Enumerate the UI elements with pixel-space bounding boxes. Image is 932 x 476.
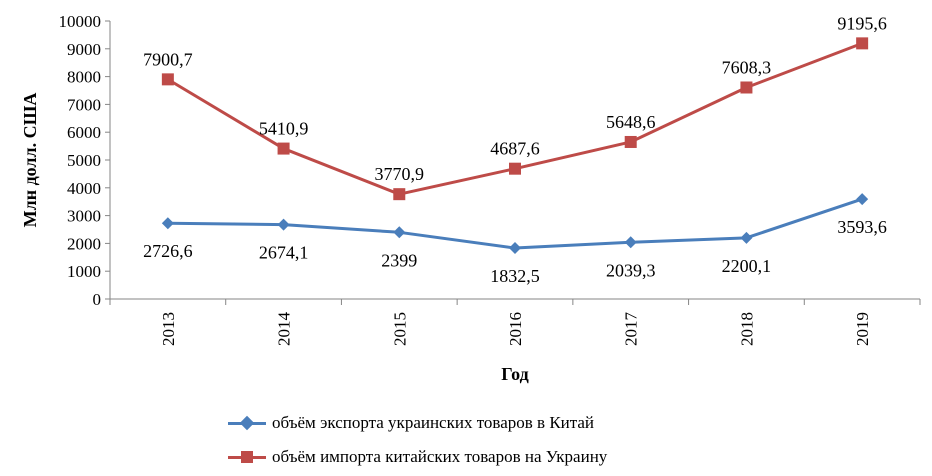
axes bbox=[105, 20, 921, 305]
legend: объём экспорта украинских товаров в Кита… bbox=[228, 406, 607, 474]
x-tick-label: 2018 bbox=[737, 312, 756, 346]
data-label: 7608,3 bbox=[722, 57, 772, 77]
data-labels: 2726,6 2674,1 2399 1832,5 2039,3 2200,1 3593,6… bbox=[143, 13, 887, 286]
data-point-square bbox=[393, 188, 406, 201]
data-point-square bbox=[740, 81, 753, 94]
x-axis-title: Год bbox=[501, 364, 528, 384]
y-tick-label: 3000 bbox=[67, 207, 101, 226]
x-tick-labels: 2013 2014 2015 2016 2017 2018 2019 bbox=[159, 312, 872, 347]
series-group bbox=[161, 37, 869, 255]
diamond-marker-icon bbox=[239, 415, 255, 431]
data-label: 2399 bbox=[381, 250, 417, 270]
x-tick-label: 2015 bbox=[390, 312, 409, 346]
data-point-diamond bbox=[624, 236, 637, 249]
x-tick-label: 2014 bbox=[275, 312, 294, 347]
data-point-diamond bbox=[393, 226, 406, 239]
data-label: 5410,9 bbox=[259, 119, 309, 139]
x-tick-label: 2013 bbox=[159, 312, 178, 346]
data-point-square bbox=[856, 37, 869, 50]
y-axis-title: Млн долл. США bbox=[20, 93, 40, 228]
y-tick-label: 10000 bbox=[59, 12, 102, 31]
data-label: 9195,6 bbox=[837, 13, 887, 33]
y-tick-label: 9000 bbox=[67, 40, 101, 59]
y-tick-label: 0 bbox=[93, 290, 102, 309]
x-tick-label: 2017 bbox=[622, 312, 641, 347]
y-tick-label: 6000 bbox=[67, 123, 101, 142]
y-tick-label: 8000 bbox=[67, 68, 101, 87]
data-point-diamond bbox=[856, 193, 869, 206]
x-tick-label: 2016 bbox=[506, 312, 525, 346]
data-label: 2726,6 bbox=[143, 241, 193, 261]
y-tick-label: 5000 bbox=[67, 151, 101, 170]
data-label: 2200,1 bbox=[722, 256, 772, 276]
legend-swatch-export bbox=[228, 415, 266, 431]
data-point-square bbox=[509, 162, 521, 175]
x-tick-label: 2019 bbox=[853, 312, 872, 346]
data-label: 3770,9 bbox=[375, 164, 425, 184]
data-point-diamond bbox=[161, 217, 174, 230]
data-point-square bbox=[161, 73, 174, 86]
data-label: 3593,6 bbox=[837, 217, 887, 237]
data-point-square bbox=[624, 135, 637, 148]
legend-label-export: объём экспорта украинских товаров в Кита… bbox=[272, 413, 595, 432]
data-point-diamond bbox=[740, 231, 753, 244]
data-label: 5648,6 bbox=[606, 112, 656, 132]
legend-item-import: объём импорта китайских товаров на Украи… bbox=[228, 440, 607, 474]
y-tick-label: 1000 bbox=[67, 262, 101, 281]
data-label: 2039,3 bbox=[606, 260, 656, 280]
series-line-1 bbox=[167, 197, 863, 250]
data-label: 4687,6 bbox=[490, 139, 540, 159]
legend-label-import: объём импорта китайских товаров на Украи… bbox=[272, 447, 608, 466]
data-label: 1832,5 bbox=[490, 266, 540, 286]
data-label: 2674,1 bbox=[259, 243, 309, 263]
y-tick-label: 7000 bbox=[67, 95, 101, 114]
y-tick-label: 4000 bbox=[67, 179, 101, 198]
legend-item-export: объём экспорта украинских товаров в Кита… bbox=[228, 406, 607, 440]
data-point-diamond bbox=[277, 218, 290, 231]
data-point-diamond bbox=[509, 242, 521, 255]
line-chart: 0 1000 2000 3000 4000 5000 6000 7000 8000 9000 100… bbox=[20, 12, 921, 384]
legend-swatch-import bbox=[228, 450, 266, 464]
y-tick-labels: 0 1000 2000 3000 4000 5000 6000 7000 8000 9000 100… bbox=[59, 12, 102, 309]
data-point-square bbox=[277, 142, 290, 155]
square-marker-icon bbox=[241, 451, 253, 463]
y-tick-label: 2000 bbox=[67, 234, 101, 253]
data-label: 7900,7 bbox=[143, 49, 193, 69]
